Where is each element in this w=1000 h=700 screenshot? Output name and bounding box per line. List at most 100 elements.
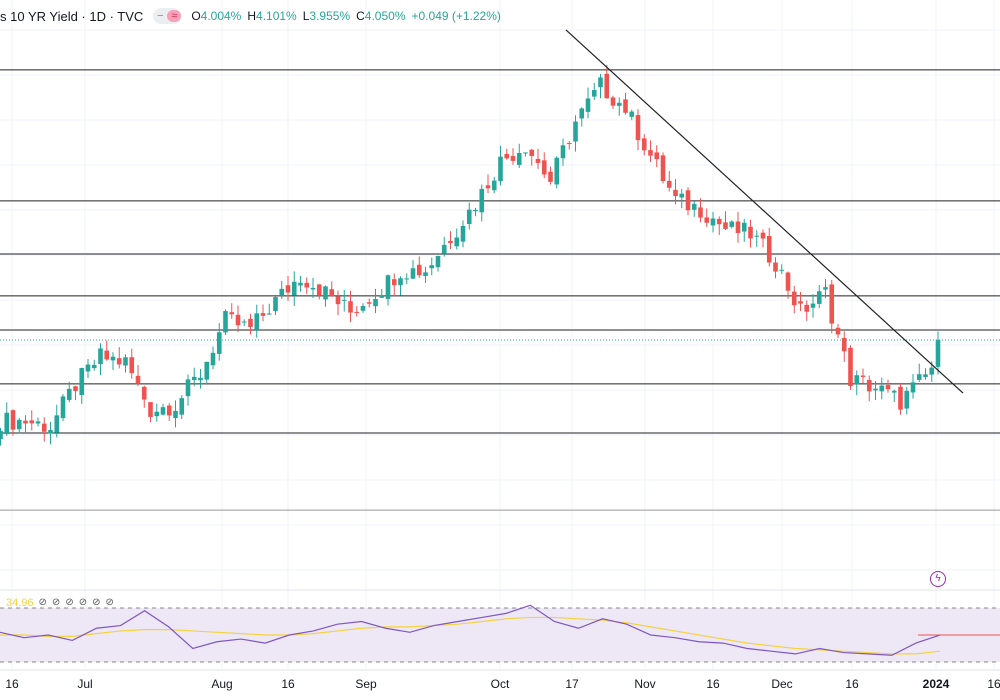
candle-body <box>41 423 47 432</box>
candle-body <box>266 313 272 315</box>
candle-body <box>910 382 916 393</box>
time-axis-label: 2024 <box>922 677 950 691</box>
candle-body <box>835 327 841 335</box>
candle-body <box>829 284 835 324</box>
candle-body <box>254 313 260 330</box>
candle-body <box>748 226 753 239</box>
candle-body <box>498 156 503 182</box>
hidden-icon[interactable]: ⊘ <box>105 597 114 608</box>
candle-body <box>135 375 141 383</box>
candle-body <box>391 279 397 286</box>
candle-body <box>23 420 28 424</box>
candle-body <box>179 398 185 415</box>
candle-body <box>198 377 203 381</box>
candle-body <box>279 288 285 295</box>
candle-body <box>485 185 491 189</box>
symbol-title[interactable]: s 10 YR Yield · 1D · TVC <box>0 8 144 24</box>
rsi-band <box>0 608 1000 662</box>
candle-body <box>548 171 553 182</box>
candle-body <box>273 297 278 312</box>
candle-body <box>535 158 541 163</box>
candle-body <box>616 102 622 106</box>
candle-body <box>598 77 603 88</box>
rsi-legend: 34.96 ⊘ ⊘ ⊘ ⊘ ⊘ ⊘ <box>6 597 114 609</box>
candle-body <box>560 145 566 159</box>
trendline <box>565 29 964 394</box>
close-value: C4.050% <box>356 9 406 23</box>
candle-body <box>185 379 191 397</box>
candle-body <box>591 89 597 97</box>
hidden-icon[interactable]: ⊘ <box>65 597 74 608</box>
candle-body <box>48 429 53 434</box>
open-value: O4.004% <box>191 9 242 23</box>
candle-body <box>704 217 710 223</box>
candle-body <box>298 282 303 286</box>
candle-body <box>123 357 128 366</box>
candle-body <box>423 272 428 277</box>
candle-body <box>429 265 435 269</box>
candle-body <box>673 189 678 197</box>
candle-body <box>648 150 653 156</box>
candle-body <box>804 304 810 312</box>
minus-icon: − <box>157 10 164 22</box>
candle-body <box>491 180 497 191</box>
candle-body <box>235 314 241 326</box>
candle-body <box>654 152 660 160</box>
hidden-icon[interactable]: ⊘ <box>78 597 88 608</box>
candle-body <box>785 272 791 291</box>
candle-body <box>791 291 797 306</box>
candle-body <box>660 155 666 182</box>
candle-body <box>585 98 591 112</box>
time-axis-label: Oct <box>490 677 510 691</box>
candle-body <box>935 340 941 367</box>
rsi-line <box>0 604 941 656</box>
candle-body <box>866 379 872 392</box>
candle-body <box>929 367 935 375</box>
candle-body <box>510 156 516 161</box>
change-value: +0.049 (+1.22%) <box>411 9 501 23</box>
candle-body <box>898 386 903 410</box>
candle-body <box>504 154 510 159</box>
lightning-icon[interactable]: ϟ <box>930 571 946 587</box>
chart-legend: s 10 YR Yield · 1D · TVC − ≈ O4.004% H4.1… <box>0 8 507 24</box>
candle-body <box>348 301 353 313</box>
candle-body <box>766 236 772 263</box>
candle-body <box>373 298 378 307</box>
time-axis-label: 16 <box>5 677 19 691</box>
candle-body <box>885 385 891 390</box>
time-axis-label: Sep <box>355 677 377 691</box>
candle-body <box>466 209 472 225</box>
candle-body <box>166 405 172 416</box>
time-axis-label: Aug <box>211 677 233 691</box>
candle-body <box>779 269 785 271</box>
time-axis-label: 16 <box>281 677 295 691</box>
candle-body <box>773 262 778 272</box>
hidden-icon[interactable]: ⊘ <box>92 597 101 608</box>
candle-body <box>210 352 216 366</box>
hidden-icon[interactable]: ⊘ <box>51 597 61 608</box>
candle-body <box>516 153 522 165</box>
candle-body <box>110 356 116 361</box>
candle-body <box>116 358 122 365</box>
candle-body <box>685 190 691 211</box>
candle-body <box>335 296 341 305</box>
candle-body <box>554 157 560 185</box>
candle-body <box>416 264 422 276</box>
candle-body <box>454 237 460 247</box>
candle-body <box>635 115 641 141</box>
candle-body <box>460 225 466 242</box>
candle-body <box>541 160 547 175</box>
candle-body <box>141 386 147 400</box>
candle-body <box>204 361 210 380</box>
candle-body <box>404 278 410 280</box>
candle-body <box>729 221 735 227</box>
time-axis-label: Dec <box>771 677 793 691</box>
hidden-icon[interactable]: ⊘ <box>38 597 47 608</box>
candle-body <box>104 350 110 360</box>
candle-body <box>410 268 416 279</box>
candle-body <box>566 142 572 144</box>
candle-body <box>191 376 197 380</box>
candle-body <box>810 303 816 308</box>
status-toggle[interactable]: − ≈ <box>153 8 182 24</box>
